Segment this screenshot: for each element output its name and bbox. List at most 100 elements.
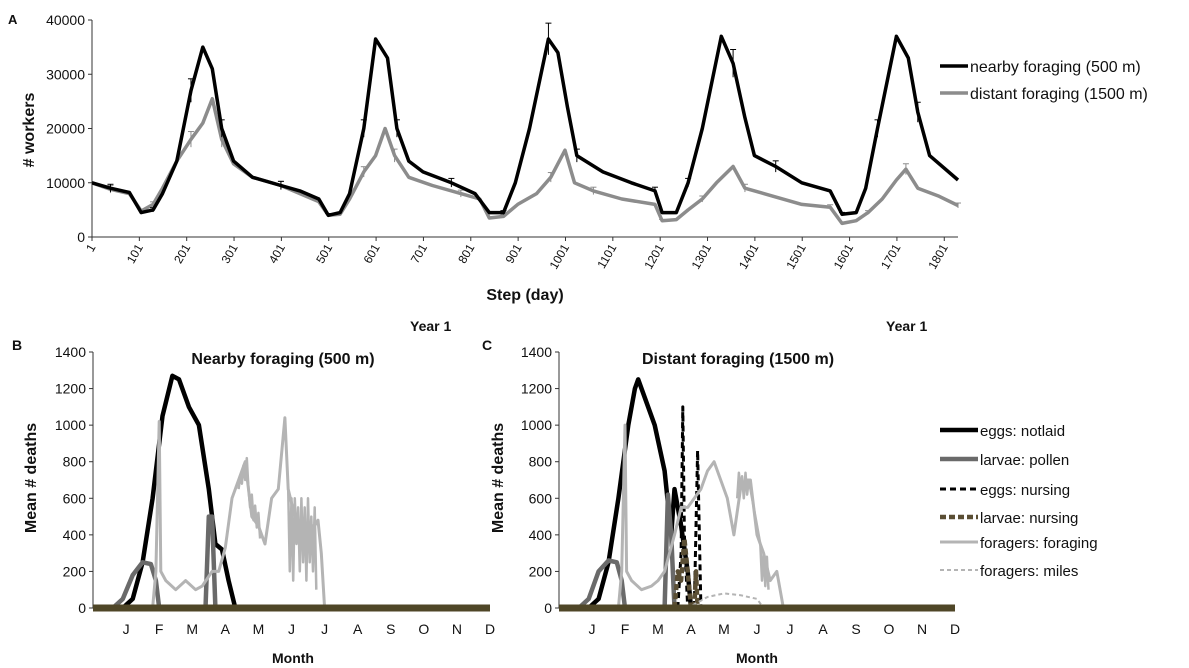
panel-c-year: Year 1 <box>886 318 927 334</box>
panel-a-xtick-label: 1801 <box>925 241 951 271</box>
panel-b-ytick-label: 1400 <box>55 344 86 360</box>
panel-c-series-line <box>587 377 694 610</box>
panel-a-xtick-label: 1001 <box>547 241 573 271</box>
panel-a-ytick-label: 20000 <box>46 121 85 137</box>
panel-a-xtick-label: 401 <box>266 241 288 266</box>
panel-c-legend-label: foragers: foraging <box>980 535 1098 552</box>
panel-c-title: Distant foraging (1500 m) <box>642 351 834 368</box>
panel-c-month-label: J <box>589 621 596 637</box>
panel-c-month-label: M <box>718 621 730 637</box>
panel-c-series-line <box>672 536 700 611</box>
panel-a-series-line <box>91 96 959 226</box>
panel-a-xtick-label: 1601 <box>831 241 857 271</box>
panel-c-month-label: J <box>787 621 794 637</box>
panel-c-series-line <box>735 471 770 590</box>
panel-c-legend-label: larvae: pollen <box>980 452 1069 469</box>
panel-a-xtick-label: 1301 <box>689 241 715 271</box>
panel-a-xtick-label: 1 <box>83 241 99 254</box>
panel-b-month-label: J <box>123 621 130 637</box>
panel-b-ytick-label: 200 <box>63 563 87 579</box>
panel-c-ytick-label: 0 <box>544 600 552 616</box>
panel-c-month-label: A <box>818 621 828 637</box>
panel-a-xtick-label: 801 <box>455 241 477 266</box>
panel-a-ytick-label: 0 <box>77 229 85 245</box>
panel-b-month-label: A <box>353 621 363 637</box>
panel-c-month-label: J <box>754 621 761 637</box>
panel-b-month-label: J <box>288 621 295 637</box>
panel-a-ytick-label: 40000 <box>46 12 85 28</box>
panel-a-legend-label: distant foraging (1500 m) <box>970 86 1148 103</box>
panel-a-legend: nearby foraging (500 m) distant foraging … <box>940 59 1148 103</box>
panel-b-series-line <box>111 514 218 611</box>
panel-b-ytick-label: 0 <box>78 600 86 616</box>
panel-b-ytick-label: 400 <box>63 527 87 543</box>
panel-c-month-label: S <box>851 621 860 637</box>
panel-c-xlabel: Month <box>736 650 778 666</box>
panel-b-ylabel: Mean # deaths <box>23 423 40 533</box>
panel-c-legend-label: larvae: nursing <box>980 510 1078 527</box>
panel-c-legend-label: foragers: miles <box>980 563 1078 580</box>
panel-c-ytick-label: 800 <box>529 454 553 470</box>
panel-a-ylabel: # workers <box>21 93 38 168</box>
panel-b-month-label: J <box>321 621 328 637</box>
panel-c-month-label: A <box>686 621 696 637</box>
panel-b-month-label: M <box>186 621 198 637</box>
panel-a-series-line <box>91 34 960 218</box>
panel-b-series-line <box>237 456 262 539</box>
panel-a-ytick-label: 30000 <box>46 66 85 82</box>
panel-c-series-line <box>616 423 785 609</box>
panel-c-month-label: F <box>621 621 630 637</box>
panel-b-month-label: O <box>418 621 429 637</box>
panel-b-ytick-label: 800 <box>63 454 87 470</box>
panel-a-label: A <box>8 12 18 27</box>
panel-c-ylabel: Mean # deaths <box>490 423 507 533</box>
panel-b-year: Year 1 <box>410 318 451 334</box>
panel-a-xtick-label: 1401 <box>736 241 762 271</box>
panel-c-ytick-label: 200 <box>529 563 553 579</box>
panel-c-ytick-label: 400 <box>529 527 553 543</box>
panel-a-xlabel: Step (day) <box>486 287 563 304</box>
panel-b-month-label: M <box>253 621 265 637</box>
panel-a-xtick-label: 501 <box>313 241 335 266</box>
panel-c-legend-label: eggs: notlaid <box>980 423 1065 440</box>
panel-c-month-label: N <box>917 621 927 637</box>
panel-c-ytick-label: 1400 <box>521 344 552 360</box>
panel-c-legend-label: eggs: nursing <box>980 482 1070 499</box>
panel-c-legend: eggs: notlaid larvae: pollen eggs: nursing… <box>940 423 1098 580</box>
panel-b-month-label: N <box>452 621 462 637</box>
panel-c-ytick-label: 600 <box>529 490 553 506</box>
panel-c-month-label: D <box>950 621 960 637</box>
panel-b-month-label: F <box>155 621 164 637</box>
panel-a-ytick-label: 10000 <box>46 175 85 191</box>
panel-c-ytick-label: 1000 <box>521 417 552 433</box>
panel-b-plot: 0 200 400 600 800 1000 1200 1400 J F M A M J J A S O N D <box>55 344 495 637</box>
panel-b-month-label: D <box>485 621 495 637</box>
panel-a-xtick-label: 301 <box>219 241 241 266</box>
panel-a-xtick-label: 1201 <box>641 241 667 271</box>
panel-c-plot: 0 200 400 600 800 1000 1200 1400 J F M A M J J A S O N D <box>521 344 960 637</box>
panel-a-xtick-label: 101 <box>124 241 146 266</box>
panel-b-series-line <box>121 373 238 610</box>
panel-b-series-line <box>286 489 318 590</box>
panel-b-label: B <box>12 337 22 353</box>
panel-a-xtick-label: 701 <box>408 241 430 266</box>
panel-b-ytick-label: 1000 <box>55 417 86 433</box>
panel-b-ytick-label: 600 <box>63 490 87 506</box>
panel-b-month-label: A <box>221 621 231 637</box>
panel-a-xtick-label: 1701 <box>878 241 904 271</box>
panel-b-xlabel: Month <box>272 650 314 666</box>
panel-b-month-label: S <box>386 621 395 637</box>
panel-a-legend-label: nearby foraging (500 m) <box>970 59 1141 76</box>
panel-a-xtick-label: 901 <box>503 241 525 266</box>
panel-a-xtick-label: 1101 <box>594 241 619 271</box>
panel-c-month-label: O <box>884 621 895 637</box>
panel-b-title: Nearby foraging (500 m) <box>191 351 374 368</box>
panel-b-ytick-label: 1200 <box>55 381 86 397</box>
panel-a-xtick-label: 1501 <box>783 241 809 271</box>
panel-a-xtick-label: 201 <box>171 241 193 266</box>
panel-c-ytick-label: 1200 <box>521 381 552 397</box>
panel-c-label: C <box>482 337 492 353</box>
panel-a-xtick-label: 601 <box>361 241 383 266</box>
